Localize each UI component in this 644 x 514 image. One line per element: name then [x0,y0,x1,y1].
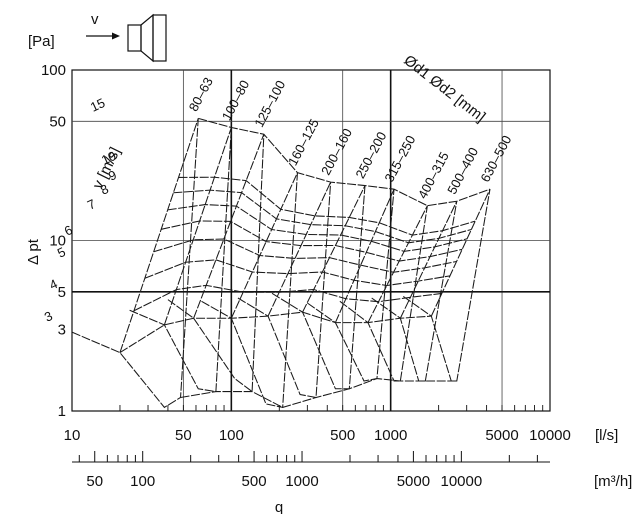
y-tick-label: 3 [58,322,66,339]
velocity-label: 10 [99,148,118,168]
diameter-fan-line [193,134,265,319]
y-tick-label: 100 [41,62,66,79]
pressure-loss-network [71,117,491,409]
grid-lines [72,70,550,411]
x-tick-label-m3h: 500 [242,473,267,490]
x-tick-labels-m3h: 50 100 500 1000 5000 10000 [86,473,482,490]
velocity-curve [161,220,463,262]
m3h-axis-ticks [78,451,538,462]
diameter-line [237,182,332,399]
x-axis-label: q [275,499,283,514]
velocity-label: 3 [42,308,55,325]
diameter-line [307,189,395,382]
diameter-fan-line [302,185,366,313]
x-tick-label-m3h: 5000 [397,473,430,490]
flow-arrow-icon [86,32,120,40]
diameter-fan-line [119,118,199,353]
diameter-label: 200–160 [318,126,355,178]
velocity-curve [167,204,468,252]
velocity-label: 7 [85,196,98,213]
diameter-line [129,127,232,393]
diameter-line [271,185,366,390]
x-tick-label-m3h: 50 [86,473,103,490]
y-unit-label: [Pa] [28,33,55,50]
diameter-label: 160–125 [285,116,322,168]
diameter-fan-line [430,188,491,317]
x-tick-label-m3h: 1000 [285,473,318,490]
y-tick-label: 10 [49,233,66,250]
diameter-fan-line [267,181,332,317]
x-tick-label-ls: 1000 [374,427,407,444]
velocity-curve [153,238,457,273]
velocity-curve [119,311,432,354]
diameter-line [339,205,428,382]
x-tick-label-ls: 5000 [485,427,518,444]
x-tick-label-ls: 100 [219,427,244,444]
diameter-label: 630–500 [477,133,514,185]
velocity-curve [178,176,476,236]
velocity-curve [144,259,451,287]
x-tick-label-ls: 50 [175,427,192,444]
legend-velocity: v [m/s] [89,145,124,192]
x-tick-label-ls: 10000 [529,427,571,444]
y-tick-label: 50 [49,113,66,130]
legend-diameter: Ød1 Ød2 [mm] [401,52,489,126]
y-tick-label: 5 [58,284,66,301]
x-unit-label-m3h: [m³/h] [594,473,632,490]
diameter-fan-line [230,172,298,319]
x-tick-label-ls: 500 [330,427,355,444]
x-unit-label-ls: [l/s] [595,427,618,444]
velocity-curve [133,284,442,312]
diameter-label: 500–400 [444,145,481,197]
diameter-label: 400–315 [415,149,452,201]
y-axis-label: Δ pt [25,238,42,265]
diameter-label: 125–100 [251,78,288,130]
y-tick-label: 1 [58,403,66,420]
diameter-line [71,118,199,409]
reducer-icon [127,13,167,63]
velocity-curve [198,117,491,207]
floor-curve [180,378,457,408]
velocity-symbol: v [91,11,99,28]
diameter-label: 80–63 [186,75,216,114]
x-tick-labels-ls: 10 50 100 500 1000 5000 10000 [64,427,571,444]
x-tick-label-ls: 10 [64,427,81,444]
diameter-line [201,172,298,409]
x-tick-label-m3h: 100 [130,473,155,490]
diameter-fan-line [334,188,395,323]
diameter-label: 100–80 [219,78,253,123]
x-tick-label-m3h: 10000 [441,473,483,490]
tick-marks [119,405,544,411]
velocity-label: 15 [88,95,107,115]
diameter-line [167,134,265,393]
velocity-curve [173,189,472,244]
